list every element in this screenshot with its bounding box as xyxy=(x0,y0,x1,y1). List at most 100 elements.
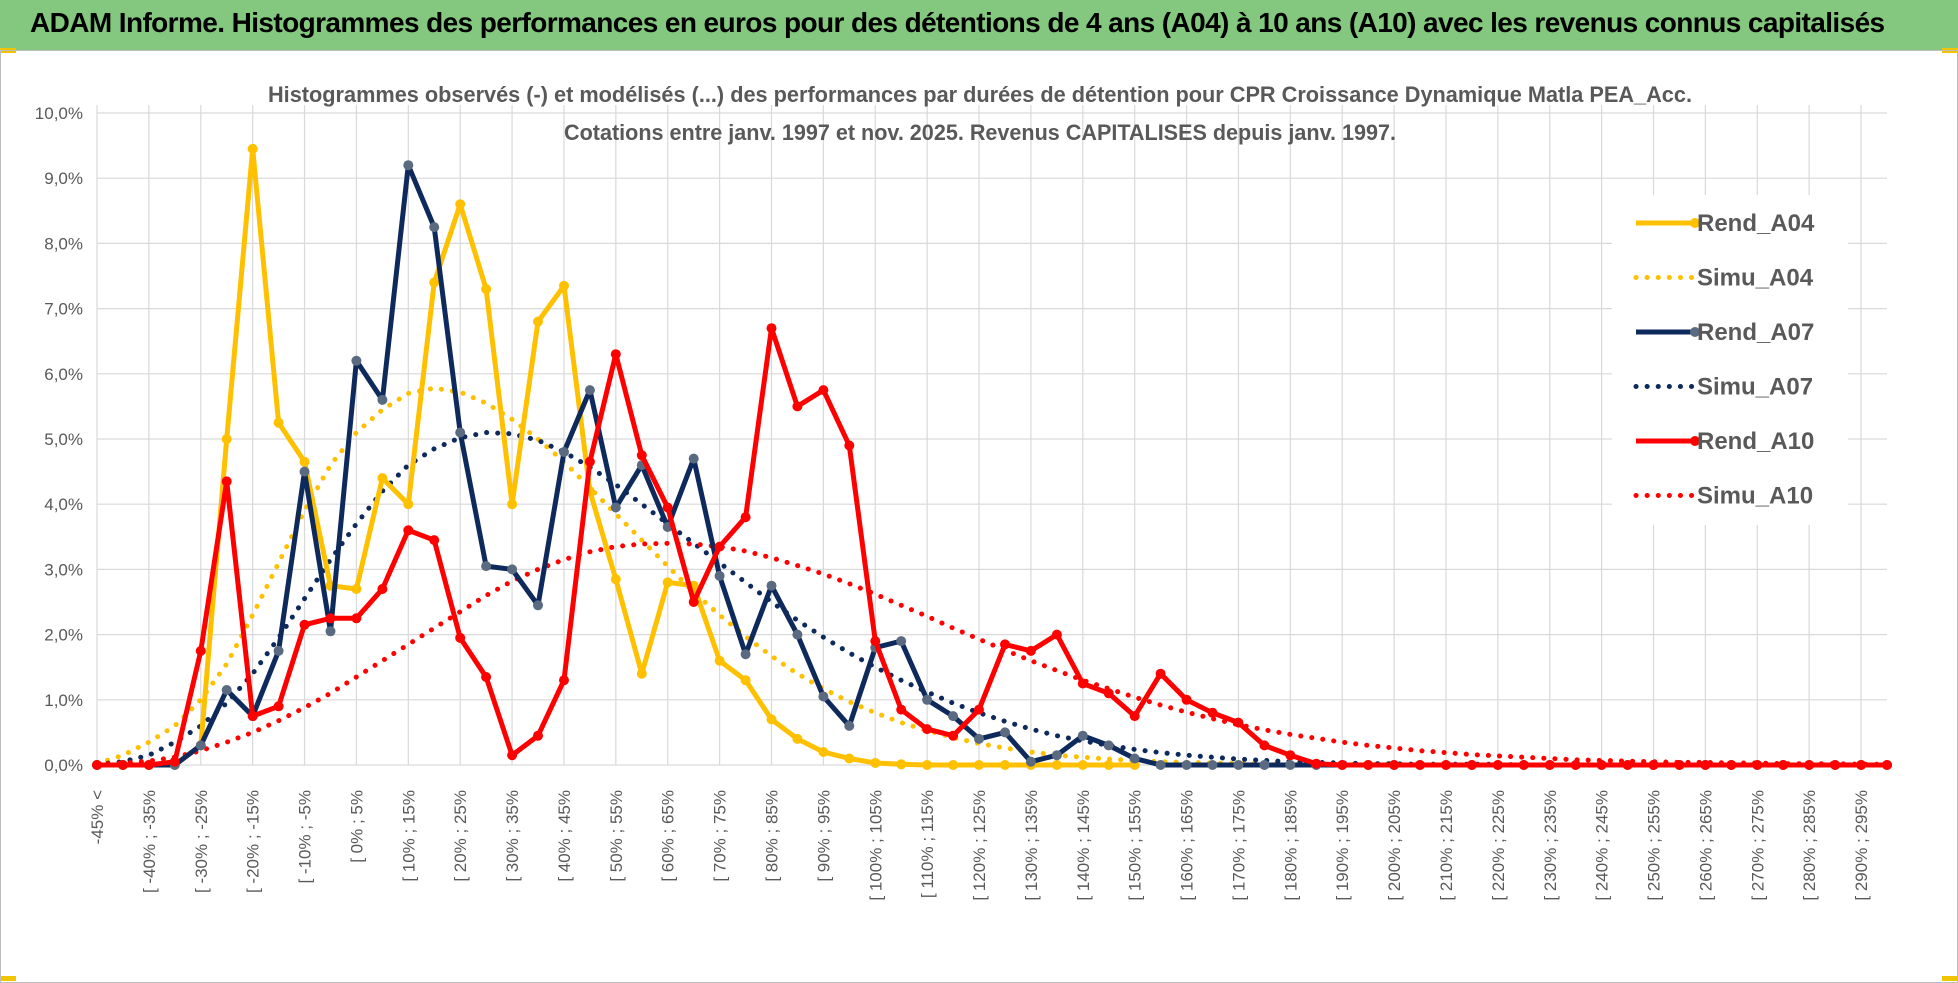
data-point xyxy=(1311,758,1322,769)
data-point xyxy=(974,733,984,744)
data-point xyxy=(1752,760,1763,770)
data-point xyxy=(1000,727,1010,738)
series-Rend_A04 xyxy=(92,143,1140,770)
data-point xyxy=(1570,760,1581,770)
data-point xyxy=(1181,694,1192,705)
data-point xyxy=(455,632,466,643)
y-tick-label: 2,0% xyxy=(44,626,83,645)
data-point xyxy=(1518,760,1529,770)
legend-item: Rend_A07 xyxy=(1636,319,1814,346)
legend-item: Simu_A10 xyxy=(1633,483,1813,510)
data-point xyxy=(403,160,414,171)
data-point xyxy=(429,535,440,546)
x-tick-label: [ -40% ; -35% xyxy=(140,790,159,893)
data-point xyxy=(610,574,621,585)
data-point xyxy=(896,759,907,770)
data-point xyxy=(1259,760,1270,770)
data-point xyxy=(1077,678,1088,689)
data-point xyxy=(559,447,569,457)
data-point xyxy=(507,499,518,510)
x-tick-label: [ 210% ; 215% xyxy=(1437,790,1456,901)
data-point xyxy=(1389,760,1400,770)
data-point xyxy=(1103,740,1114,751)
data-point xyxy=(844,720,855,731)
data-point xyxy=(1492,760,1503,770)
data-point xyxy=(844,440,855,451)
report-banner: ADAM Informe. Histogrammes des performan… xyxy=(0,0,1958,50)
data-point xyxy=(533,730,543,741)
data-point xyxy=(610,349,621,360)
data-point xyxy=(1337,760,1348,770)
y-tick-label: 9,0% xyxy=(44,169,83,188)
data-point xyxy=(481,284,492,294)
data-point xyxy=(766,580,777,591)
legend-label: Simu_A10 xyxy=(1697,483,1813,510)
data-point xyxy=(740,649,751,660)
y-tick-label: 3,0% xyxy=(44,560,83,579)
data-point xyxy=(325,626,336,637)
data-point xyxy=(974,760,984,770)
series-Simu_A10 xyxy=(94,540,1890,767)
data-point xyxy=(533,316,543,327)
data-point xyxy=(1830,760,1841,770)
data-point xyxy=(377,473,388,484)
chart-title: Histogrammes observés (-) et modélisés (… xyxy=(268,82,1692,107)
chart-title-block: Histogrammes observés (-) et modélisés (… xyxy=(268,82,1692,145)
data-point xyxy=(143,760,154,770)
data-point xyxy=(1363,760,1374,770)
data-point xyxy=(559,675,569,686)
data-point xyxy=(1700,760,1711,770)
x-tick-label: [ 290% ; 295% xyxy=(1852,790,1871,901)
data-point xyxy=(1207,707,1218,718)
x-axis: -45% < [ -40% ; -35% [ -30% ; -25% [ -20% ;… xyxy=(88,790,1871,901)
data-point xyxy=(1259,740,1270,751)
y-tick-label: 7,0% xyxy=(44,300,83,319)
data-point xyxy=(1155,668,1166,679)
data-point xyxy=(221,476,232,487)
x-tick-label: [ 230% ; 235% xyxy=(1541,790,1560,901)
x-tick-label: [ 10% ; 15% xyxy=(399,790,418,882)
data-point xyxy=(1441,760,1451,770)
x-tick-label: [ 130% ; 135% xyxy=(1022,790,1041,901)
series-Rend_A10 xyxy=(92,323,1892,770)
data-point xyxy=(1000,639,1010,650)
data-point xyxy=(1415,760,1425,770)
data-point xyxy=(559,280,569,291)
x-tick-label: [ 280% ; 285% xyxy=(1800,790,1819,901)
x-tick-label: [ 100% ; 105% xyxy=(866,790,885,901)
data-point xyxy=(507,564,518,575)
data-point xyxy=(740,675,751,686)
data-point xyxy=(584,385,595,396)
data-point xyxy=(1882,760,1892,770)
data-point xyxy=(403,525,414,536)
data-point xyxy=(351,584,362,594)
data-point xyxy=(1181,760,1192,770)
data-point xyxy=(533,600,543,611)
data-point xyxy=(974,704,984,715)
data-point xyxy=(818,691,829,702)
data-point xyxy=(247,711,258,722)
x-tick-label: [ 80% ; 85% xyxy=(762,790,781,882)
y-tick-label: 4,0% xyxy=(44,495,83,514)
data-point xyxy=(1233,760,1244,770)
data-point xyxy=(1726,760,1737,770)
data-point xyxy=(1103,760,1114,770)
corner-mark xyxy=(1942,976,1958,981)
data-point xyxy=(766,323,777,334)
data-point xyxy=(844,753,855,764)
grid xyxy=(96,105,1887,766)
legend-item: Rend_A10 xyxy=(1636,428,1814,455)
x-tick-label: [ 60% ; 65% xyxy=(659,790,678,882)
data-point xyxy=(1804,760,1815,770)
legend-label: Rend_A04 xyxy=(1697,210,1815,237)
x-tick-label: [ 250% ; 255% xyxy=(1645,790,1664,901)
data-point xyxy=(351,613,362,624)
data-point xyxy=(896,704,907,715)
data-point xyxy=(481,672,492,682)
legend: Rend_A04 Simu_A04 Rend_A07 Simu_A07 Rend_A10… xyxy=(1612,195,1848,525)
data-point xyxy=(299,456,310,467)
data-point xyxy=(273,417,284,428)
data-point xyxy=(1077,760,1088,770)
x-tick-label: -45% < xyxy=(88,790,107,844)
data-point xyxy=(1051,760,1062,770)
